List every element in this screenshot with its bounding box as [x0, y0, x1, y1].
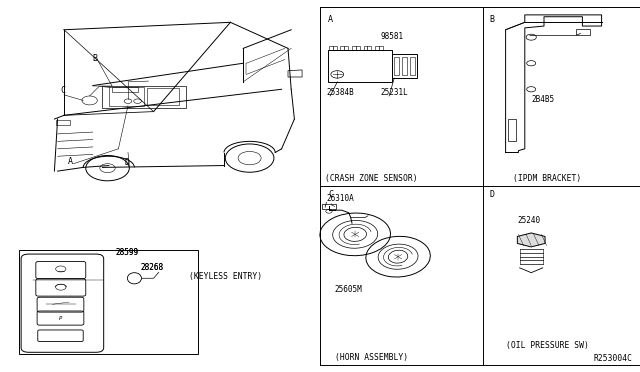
Text: D: D — [490, 190, 495, 199]
Bar — [392, 54, 417, 78]
Bar — [322, 204, 336, 209]
Bar — [352, 46, 360, 50]
Text: (HORN ASSEMBLY): (HORN ASSEMBLY) — [335, 353, 408, 362]
Bar — [19, 250, 198, 354]
Text: (CRASH ZONE SENSOR): (CRASH ZONE SENSOR) — [325, 174, 417, 183]
Text: 28268: 28268 — [141, 263, 164, 272]
Text: 25384B: 25384B — [326, 88, 354, 97]
Text: 25605M: 25605M — [334, 285, 362, 294]
Polygon shape — [517, 233, 545, 247]
Text: 28268: 28268 — [141, 263, 164, 272]
Bar — [102, 86, 186, 108]
Text: 25240: 25240 — [517, 216, 540, 225]
Text: 25231L: 25231L — [381, 88, 408, 97]
Text: D: D — [124, 158, 129, 167]
Text: (KEYLESS ENTRY): (KEYLESS ENTRY) — [189, 272, 262, 280]
Bar — [364, 46, 371, 50]
Text: P: P — [59, 315, 63, 321]
Polygon shape — [288, 70, 302, 77]
Bar — [375, 46, 383, 50]
Text: 98581: 98581 — [381, 32, 404, 41]
Text: A: A — [68, 157, 73, 166]
Text: B: B — [490, 15, 495, 24]
Text: 28599: 28599 — [115, 248, 138, 257]
Bar — [56, 120, 70, 125]
Bar — [402, 57, 407, 75]
Bar — [340, 46, 348, 50]
Text: C: C — [328, 190, 333, 199]
Bar — [576, 29, 590, 35]
Bar — [147, 88, 179, 105]
Bar — [394, 57, 399, 75]
Text: 2B4B5: 2B4B5 — [531, 95, 554, 104]
Bar — [410, 57, 415, 75]
Text: A: A — [328, 15, 333, 24]
Text: C: C — [60, 86, 65, 95]
Bar — [109, 87, 144, 106]
Text: (IPDM BRACKET): (IPDM BRACKET) — [513, 174, 581, 183]
Bar — [328, 50, 392, 82]
Bar — [112, 87, 138, 92]
Text: (OIL PRESSURE SW): (OIL PRESSURE SW) — [506, 341, 589, 350]
Bar — [329, 46, 337, 50]
Bar — [508, 119, 516, 141]
Text: B: B — [92, 54, 97, 63]
Text: R253004C: R253004C — [593, 354, 632, 363]
Text: 28599: 28599 — [115, 248, 138, 257]
Text: 26310A: 26310A — [326, 194, 354, 203]
